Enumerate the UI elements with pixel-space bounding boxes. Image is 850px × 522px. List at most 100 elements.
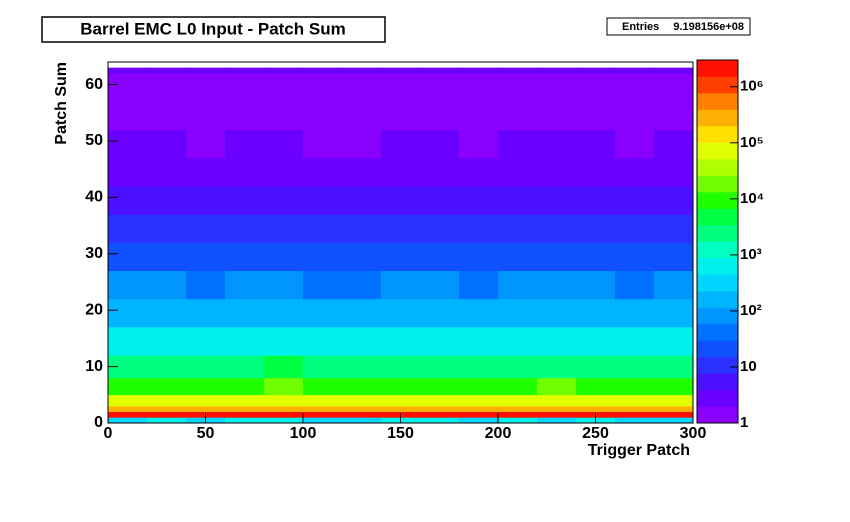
heatmap-cell bbox=[576, 101, 616, 130]
stats-value: 9.198156e+08 bbox=[673, 21, 744, 33]
heatmap-cell bbox=[615, 327, 655, 356]
heatmap-cell bbox=[615, 186, 655, 215]
heatmap-cell bbox=[186, 377, 226, 396]
y-tick-label: 20 bbox=[85, 301, 103, 318]
colorbar-band bbox=[697, 390, 738, 407]
heatmap-cell bbox=[381, 406, 421, 413]
heatmap-cell bbox=[303, 394, 343, 407]
heatmap-cell bbox=[654, 67, 694, 74]
heatmap-cell bbox=[576, 377, 616, 396]
heatmap-cell bbox=[225, 67, 265, 74]
heatmap-cell bbox=[342, 73, 382, 102]
heatmap-cell bbox=[654, 214, 694, 243]
heatmap-cell bbox=[498, 411, 538, 418]
heatmap-cell bbox=[381, 101, 421, 130]
heatmap-cell bbox=[654, 129, 694, 159]
heatmap-cell bbox=[576, 242, 616, 272]
heatmap-cell bbox=[576, 73, 616, 102]
y-tick-label: 40 bbox=[85, 189, 103, 206]
heatmap-cell bbox=[264, 73, 304, 102]
heatmap-cell bbox=[459, 406, 499, 413]
heatmap-cell bbox=[459, 394, 499, 407]
heatmap-cell bbox=[342, 298, 382, 328]
heatmap-cell bbox=[537, 406, 577, 413]
heatmap-cell bbox=[576, 214, 616, 243]
colorbar-band bbox=[697, 208, 738, 226]
heatmap-cell bbox=[498, 101, 538, 130]
heatmap-cell bbox=[615, 298, 655, 328]
heatmap-cell bbox=[342, 67, 382, 74]
heatmap-cell bbox=[381, 129, 421, 159]
colorbar-band bbox=[697, 307, 738, 325]
heatmap-cell bbox=[264, 186, 304, 215]
heatmap-cell bbox=[225, 270, 265, 300]
heatmap-cell bbox=[342, 417, 382, 424]
heatmap-cell bbox=[108, 327, 148, 356]
x-tick-label: 100 bbox=[290, 425, 317, 442]
heatmap-cell bbox=[654, 406, 694, 413]
colorbar-band bbox=[697, 142, 738, 160]
heatmap-cell bbox=[147, 186, 187, 215]
colorbar-band bbox=[697, 324, 738, 341]
heatmap-cell bbox=[615, 411, 655, 418]
heatmap-cell bbox=[186, 73, 226, 102]
heatmap-cell bbox=[342, 186, 382, 215]
heatmap-cell bbox=[498, 355, 538, 379]
heatmap-cell bbox=[147, 394, 187, 407]
heatmap-cell bbox=[615, 73, 655, 102]
heatmap-cell bbox=[225, 157, 265, 187]
heatmap-cell bbox=[264, 270, 304, 300]
heatmap-cell bbox=[459, 411, 499, 418]
heatmap-cell bbox=[147, 214, 187, 243]
heatmap-cell bbox=[537, 101, 577, 130]
heatmap-cell bbox=[576, 157, 616, 187]
heatmap-cell bbox=[264, 377, 304, 396]
heatmap-cell bbox=[186, 406, 226, 413]
heatmap-cell bbox=[303, 129, 343, 159]
heatmap-cell bbox=[186, 355, 226, 379]
heatmap-cell bbox=[498, 67, 538, 74]
heatmap-cell bbox=[498, 270, 538, 300]
colorbar-tick-label: 10² bbox=[740, 302, 762, 319]
heatmap-cell bbox=[225, 377, 265, 396]
heatmap-cell bbox=[147, 411, 187, 418]
heatmap-cell bbox=[654, 73, 694, 102]
heatmap-cell bbox=[147, 406, 187, 413]
colorbar-tick-label: 10⁶ bbox=[740, 78, 764, 95]
heatmap-cell bbox=[537, 377, 577, 396]
heatmap-cell bbox=[342, 270, 382, 300]
colorbar-frame bbox=[696, 59, 739, 424]
heatmap-cell bbox=[498, 214, 538, 243]
heatmap-cell bbox=[108, 101, 148, 130]
colorbar-band bbox=[697, 373, 738, 391]
colorbar-band bbox=[697, 126, 738, 143]
heatmap-cell bbox=[537, 157, 577, 187]
heatmap-cell bbox=[498, 157, 538, 187]
heatmap-cell bbox=[381, 327, 421, 356]
heatmap-cell bbox=[498, 417, 538, 424]
heatmap-cell bbox=[108, 242, 148, 272]
heatmap-cell bbox=[381, 67, 421, 74]
heatmap-cell bbox=[342, 411, 382, 418]
heatmap-cell bbox=[654, 157, 694, 187]
heatmap-cell bbox=[420, 411, 460, 418]
heatmap-cell bbox=[264, 298, 304, 328]
heatmap-cell bbox=[420, 298, 460, 328]
heatmap-cell bbox=[108, 355, 148, 379]
heatmap-cell bbox=[303, 298, 343, 328]
heatmap-cell bbox=[186, 270, 226, 300]
heatmap-cell bbox=[654, 242, 694, 272]
heatmap-cell bbox=[537, 73, 577, 102]
colorbar-tick-label: 10⁵ bbox=[740, 134, 764, 151]
y-tick-label: 0 bbox=[94, 414, 103, 431]
heatmap-cell bbox=[459, 214, 499, 243]
heatmap-cell bbox=[381, 73, 421, 102]
heatmap-cell bbox=[537, 411, 577, 418]
heatmap-cell bbox=[225, 406, 265, 413]
heatmap-cell bbox=[303, 355, 343, 379]
heatmap-cell bbox=[654, 377, 694, 396]
y-axis-title: Patch Sum bbox=[53, 62, 70, 145]
heatmap-cell bbox=[420, 377, 460, 396]
heatmap-cell bbox=[342, 157, 382, 187]
heatmap-cell bbox=[264, 355, 304, 379]
